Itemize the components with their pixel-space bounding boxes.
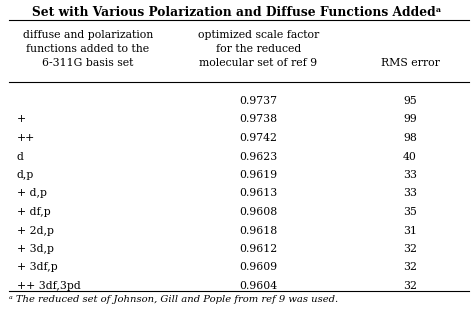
Text: 0.9618: 0.9618: [239, 226, 277, 235]
Text: 0.9604: 0.9604: [239, 281, 277, 291]
Text: 33: 33: [403, 189, 417, 198]
Text: d,p: d,p: [17, 170, 34, 180]
Text: 0.9608: 0.9608: [239, 207, 277, 217]
Text: 32: 32: [403, 263, 417, 272]
Text: 95: 95: [403, 96, 417, 106]
Text: ++: ++: [17, 133, 35, 143]
Text: 6-311G basis set: 6-311G basis set: [42, 58, 133, 68]
Text: 0.9623: 0.9623: [239, 151, 277, 161]
Text: 32: 32: [403, 281, 417, 291]
Text: 35: 35: [403, 207, 417, 217]
Text: 40: 40: [403, 151, 417, 161]
Text: + 2d,p: + 2d,p: [17, 226, 54, 235]
Text: RMS error: RMS error: [381, 58, 439, 68]
Text: + df,p: + df,p: [17, 207, 50, 217]
Text: ++ 3df,3pd: ++ 3df,3pd: [17, 281, 80, 291]
Text: Set with Various Polarization and Diffuse Functions Addedᵃ: Set with Various Polarization and Diffus…: [32, 6, 442, 19]
Text: optimized scale factor: optimized scale factor: [198, 30, 319, 40]
Text: 0.9738: 0.9738: [239, 114, 277, 125]
Text: functions added to the: functions added to the: [26, 44, 149, 54]
Text: + d,p: + d,p: [17, 189, 46, 198]
Text: 33: 33: [403, 170, 417, 180]
Text: +: +: [17, 114, 26, 125]
Text: molecular set of ref 9: molecular set of ref 9: [199, 58, 318, 68]
Text: 0.9737: 0.9737: [239, 96, 277, 106]
Text: diffuse and polarization: diffuse and polarization: [23, 30, 153, 40]
Text: 0.9742: 0.9742: [239, 133, 277, 143]
Text: d: d: [17, 151, 24, 161]
Text: 32: 32: [403, 244, 417, 254]
Text: 98: 98: [403, 133, 417, 143]
Text: + 3df,p: + 3df,p: [17, 263, 57, 272]
Text: 31: 31: [403, 226, 417, 235]
Text: for the reduced: for the reduced: [216, 44, 301, 54]
Text: 99: 99: [403, 114, 417, 125]
Text: ᵃ The reduced set of Johnson, Gill and Pople from ref 9 was used.: ᵃ The reduced set of Johnson, Gill and P…: [9, 295, 338, 304]
Text: 0.9619: 0.9619: [239, 170, 277, 180]
Text: 0.9612: 0.9612: [239, 244, 277, 254]
Text: + 3d,p: + 3d,p: [17, 244, 54, 254]
Text: 0.9609: 0.9609: [239, 263, 277, 272]
Text: 0.9613: 0.9613: [239, 189, 277, 198]
